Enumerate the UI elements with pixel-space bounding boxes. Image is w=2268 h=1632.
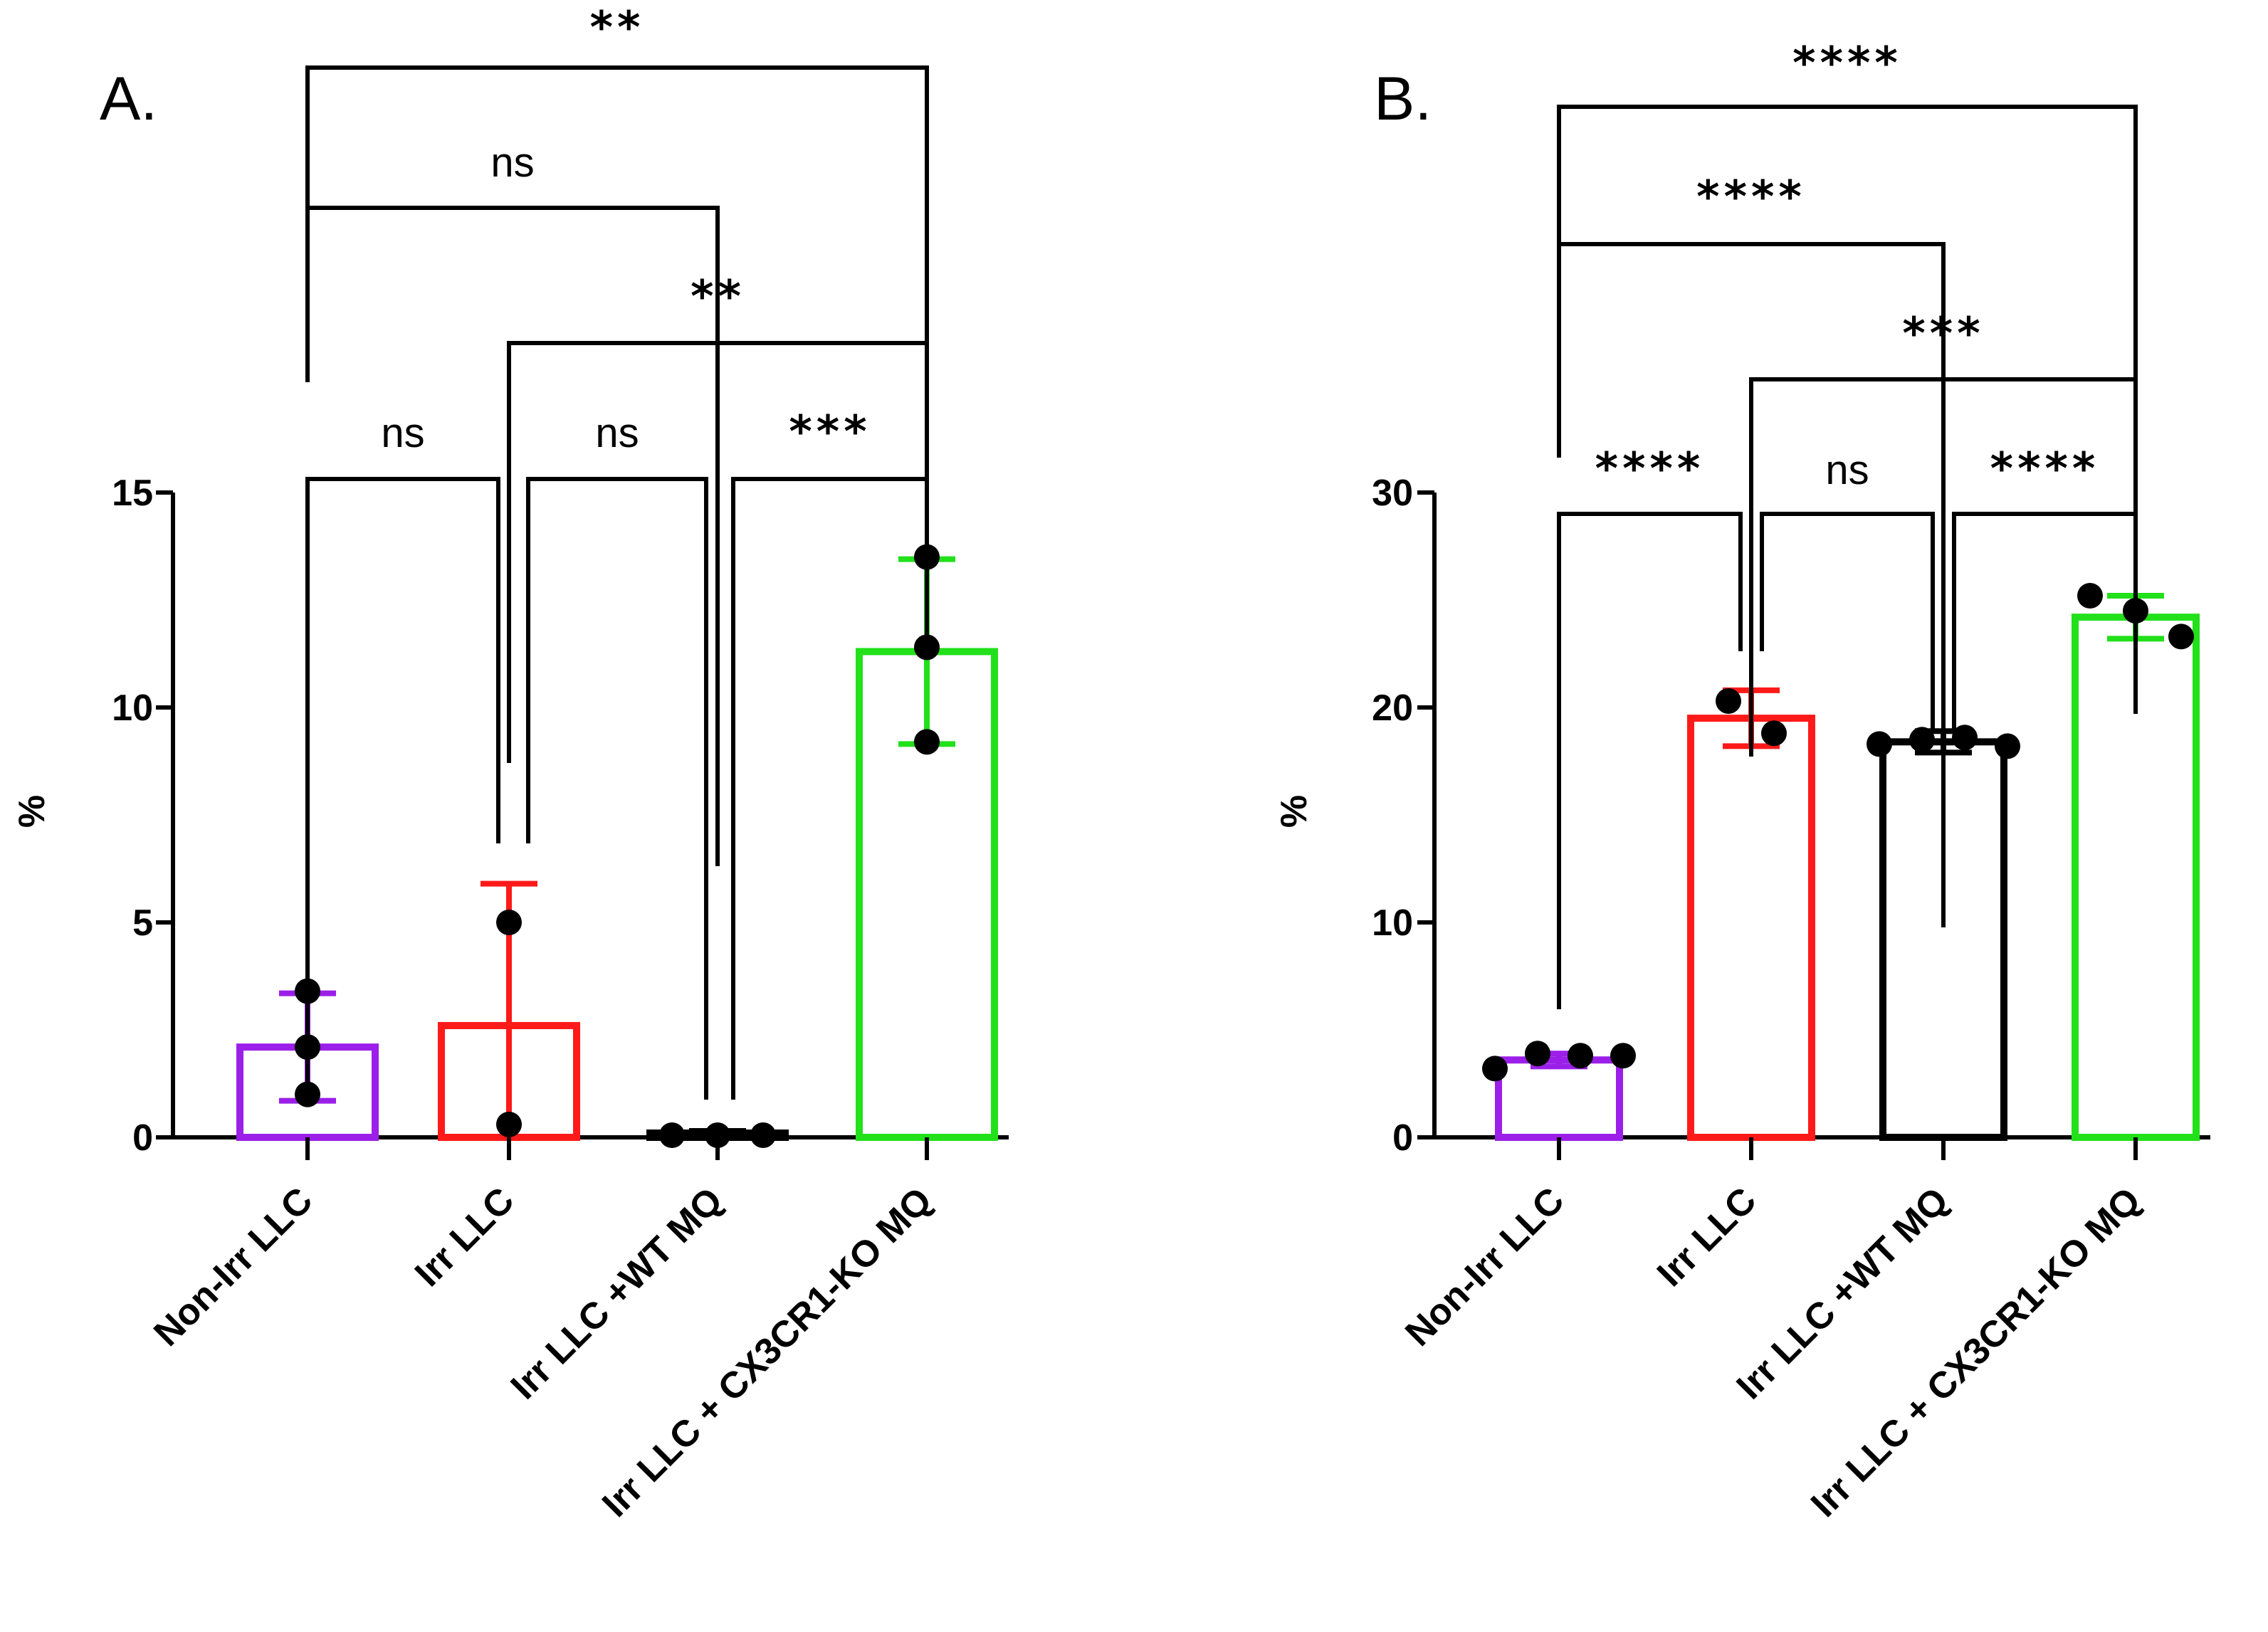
x-category-label: Non-Irr LLC <box>1397 1179 1572 1354</box>
data-point <box>2077 582 2103 609</box>
significance-label: ** <box>691 270 745 322</box>
data-point <box>1761 720 1787 747</box>
significance-label: **** <box>1696 171 1806 223</box>
y-tick-label: 5 <box>132 902 153 944</box>
x-category-label: Irr LLC +WT MQ <box>1729 1179 1957 1407</box>
data-point <box>659 1122 685 1148</box>
data-point <box>914 729 940 755</box>
data-point <box>750 1122 776 1148</box>
data-point <box>1568 1043 1593 1069</box>
significance-label: **** <box>1595 443 1705 495</box>
y-tick-label: 0 <box>1392 1117 1413 1159</box>
y-tick-label: 10 <box>112 688 153 729</box>
data-point <box>914 634 940 660</box>
significance-bracket <box>1557 242 1946 927</box>
significance-bracket <box>1557 512 1743 1009</box>
data-point <box>496 1111 522 1137</box>
data-point <box>1995 733 2020 759</box>
significance-bracket <box>1760 512 1935 733</box>
significance-bracket <box>526 477 708 1100</box>
significance-label: *** <box>1902 307 1984 359</box>
data-point <box>1482 1055 1508 1082</box>
significance-bracket <box>1952 512 2138 733</box>
significance-label: ns <box>490 139 534 186</box>
data-point <box>1716 688 1741 714</box>
significance-bracket <box>305 477 500 1107</box>
data-point <box>1525 1041 1550 1067</box>
significance-label: **** <box>1792 37 1902 89</box>
x-category-label: Non-Irr LLC <box>146 1179 320 1354</box>
data-point <box>1909 727 1935 753</box>
significance-label: ns <box>1825 447 1869 493</box>
bar <box>1687 715 1815 1141</box>
data-point <box>1610 1043 1636 1069</box>
y-tick-label: 15 <box>112 473 153 514</box>
y-tick-label: 0 <box>132 1117 153 1159</box>
x-category-label: Irr LLC <box>1649 1179 1765 1295</box>
significance-bracket <box>305 65 929 359</box>
significance-bracket <box>731 477 929 1100</box>
significance-label: *** <box>789 406 871 458</box>
y-axis-label: % <box>11 795 53 828</box>
y-tick-label: 20 <box>1372 688 1413 729</box>
data-point <box>1867 731 1892 757</box>
y-tick-label: 30 <box>1372 473 1413 514</box>
bar <box>1495 1056 1623 1142</box>
x-category-label: Irr LLC + CX3CR1-KO MQ <box>1803 1179 2148 1525</box>
significance-label: ** <box>590 1 645 53</box>
significance-bracket <box>305 206 720 866</box>
data-point <box>705 1122 730 1148</box>
data-point <box>496 910 522 935</box>
panel-label-a: A. <box>100 65 157 133</box>
y-axis-label: % <box>1274 795 1315 828</box>
x-category-label: Irr LLC + CX3CR1-KO MQ <box>594 1179 940 1525</box>
significance-label: ns <box>381 410 424 456</box>
panel-label-b: B. <box>1374 65 1432 133</box>
x-category-label: Irr LLC +WT MQ <box>503 1179 731 1407</box>
data-point <box>1952 725 1978 751</box>
significance-label: **** <box>1990 443 2100 495</box>
significance-label: ns <box>595 410 639 456</box>
x-category-label: Irr LLC <box>407 1179 523 1295</box>
y-tick-label: 10 <box>1372 902 1413 944</box>
data-point <box>2168 623 2194 650</box>
significance-bracket <box>1557 105 2138 413</box>
